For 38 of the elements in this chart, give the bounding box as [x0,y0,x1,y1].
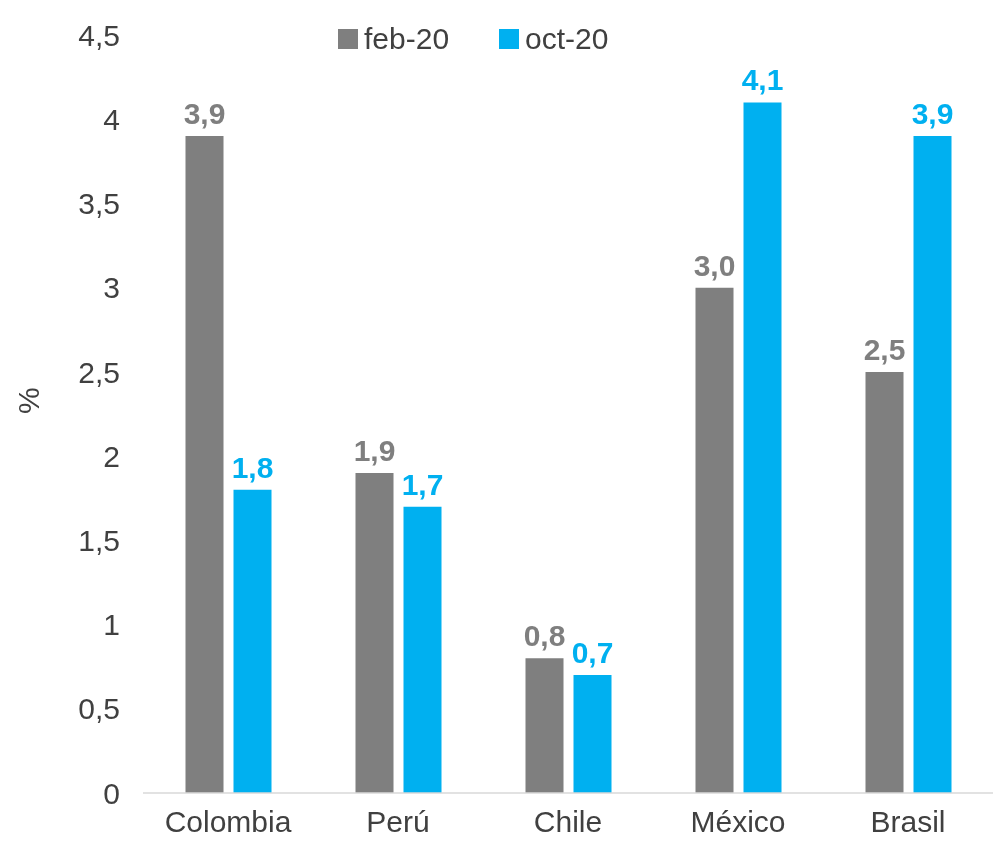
data-label: 2,5 [863,332,906,366]
y-tick-label: 3 [103,271,120,305]
data-label: 1,9 [353,433,396,467]
x-tick-label: Colombia [164,805,292,839]
y-tick-label: 0,5 [78,692,120,726]
x-tick-label: Perú [366,805,430,839]
bar [403,506,442,793]
data-label: 0,7 [571,636,614,670]
y-tick-label: 1 [103,608,120,642]
data-label: 4,1 [741,63,784,97]
bar [233,489,272,793]
y-axis-title: % [11,387,45,414]
bar [525,658,564,793]
bar [695,287,734,793]
data-label: 1,7 [401,467,444,501]
data-label: 3,9 [911,97,954,131]
data-label: 1,8 [231,450,274,484]
x-tick-label: México [690,805,786,839]
bar [355,472,394,793]
legend-label: oct-20 [525,22,609,56]
y-tick-label: 4 [103,102,120,136]
bar [913,136,952,793]
data-label: 0,8 [523,619,566,653]
bar [743,102,782,793]
y-tick-label: 2,5 [78,355,120,389]
x-tick-label: Chile [533,805,603,839]
y-tick-label: 3,5 [78,187,120,221]
y-tick-label: 1,5 [78,523,120,557]
bar [185,136,224,793]
bar [573,675,612,793]
bar [865,371,904,793]
data-label: 3,0 [693,248,736,282]
y-tick-label: 2 [103,439,120,473]
y-tick-label: 0 [103,776,120,810]
legend-label: feb-20 [364,22,450,56]
y-tick-label: 4,5 [78,18,120,52]
data-label: 3,9 [183,97,226,131]
x-tick-label: Brasil [870,805,946,839]
